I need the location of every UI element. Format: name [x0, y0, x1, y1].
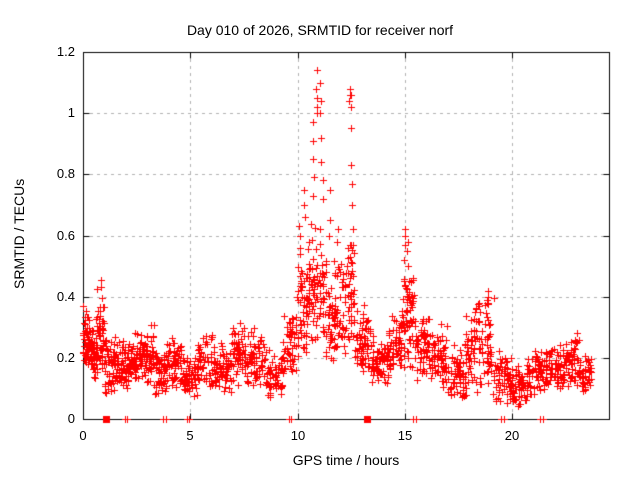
x-tick-label: 15	[397, 428, 413, 443]
x-tick-label: 5	[186, 428, 194, 443]
y-tick-label: 1.2	[56, 44, 75, 59]
y-tick-label: 0.2	[56, 350, 75, 365]
x-tick-label: 20	[504, 428, 520, 443]
y-tick-label: 0.4	[56, 289, 75, 304]
chart-title: Day 010 of 2026, SRMTID for receiver nor…	[186, 22, 454, 38]
y-tick-label: 0.8	[56, 166, 75, 181]
y-tick-label: 1	[67, 105, 75, 120]
y-tick-label: 0.6	[56, 228, 75, 243]
x-tick-label: 10	[290, 428, 306, 443]
x-axis-label: GPS time / hours	[292, 452, 400, 468]
y-tick-label: 0	[67, 411, 75, 426]
x-tick-label: 0	[79, 428, 87, 443]
